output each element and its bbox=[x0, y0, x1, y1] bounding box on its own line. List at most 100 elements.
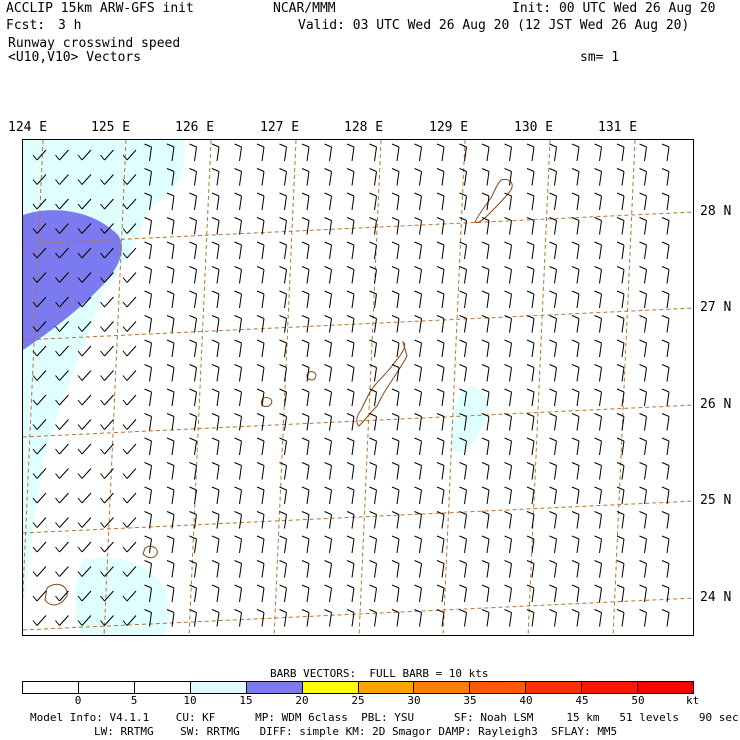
wind-barbs bbox=[32, 143, 670, 627]
lon-label: 124 E bbox=[8, 120, 48, 135]
wind-barb bbox=[77, 272, 92, 283]
wind-barb bbox=[526, 339, 535, 358]
wind-barb bbox=[256, 413, 265, 431]
wind-barb bbox=[100, 541, 114, 553]
wind-barb bbox=[369, 388, 377, 407]
wind-barb bbox=[211, 168, 220, 186]
wind-barb bbox=[594, 192, 602, 211]
wind-barb bbox=[122, 443, 137, 455]
wind-barb bbox=[481, 315, 490, 333]
wind-barb bbox=[32, 566, 47, 577]
wind-barb bbox=[571, 241, 580, 260]
wind-barb bbox=[391, 315, 400, 333]
light-cyan-region-south bbox=[75, 557, 170, 635]
wind-barb bbox=[144, 217, 152, 235]
wind-barb bbox=[436, 339, 445, 358]
wind-barb bbox=[504, 339, 512, 358]
wind-barb bbox=[459, 535, 467, 554]
wind-barb bbox=[166, 168, 175, 186]
wind-barb bbox=[122, 345, 137, 357]
colorbar bbox=[22, 681, 694, 694]
wind-barb bbox=[391, 413, 400, 431]
field-name: Runway crosswind speed bbox=[8, 36, 181, 51]
wind-barb bbox=[414, 486, 422, 505]
colorbar-tick-label: 20 bbox=[295, 694, 309, 707]
wind-barb bbox=[436, 315, 445, 333]
wind-barb bbox=[32, 321, 47, 332]
wind-barb bbox=[391, 584, 400, 603]
wind-barb bbox=[144, 364, 152, 382]
wind-barb bbox=[459, 511, 467, 529]
wind-barb bbox=[55, 541, 69, 553]
wind-barb bbox=[346, 511, 355, 529]
wind-barb bbox=[481, 168, 490, 186]
wind-barb bbox=[55, 590, 69, 602]
wind-barb bbox=[324, 560, 332, 578]
wind-barb bbox=[481, 388, 490, 407]
lon-label: 129 E bbox=[429, 120, 469, 135]
wind-barb bbox=[436, 364, 445, 382]
wind-barb bbox=[369, 486, 377, 505]
wind-barb bbox=[166, 560, 175, 578]
wind-barb bbox=[211, 241, 220, 260]
wind-barb bbox=[504, 217, 512, 235]
wind-barb bbox=[144, 560, 152, 578]
wind-barb bbox=[504, 535, 512, 554]
wind-barb bbox=[189, 290, 197, 309]
wind-barb bbox=[100, 419, 114, 430]
wind-barb bbox=[369, 290, 377, 309]
wind-barb bbox=[32, 443, 47, 455]
wind-barb bbox=[166, 584, 175, 603]
wind-barb bbox=[100, 566, 114, 577]
wind-barb bbox=[571, 511, 580, 529]
wind-barb bbox=[189, 364, 197, 382]
wind-barb bbox=[55, 370, 69, 381]
wind-barb bbox=[211, 266, 220, 284]
wind-barb bbox=[211, 217, 220, 235]
wind-barb bbox=[549, 486, 557, 505]
wind-barb bbox=[256, 560, 265, 578]
wind-barb bbox=[166, 437, 175, 456]
wind-barb bbox=[100, 321, 114, 332]
wind-barb bbox=[122, 272, 137, 283]
wind-barb bbox=[571, 315, 580, 333]
wind-barb bbox=[369, 364, 377, 382]
wind-barb bbox=[122, 149, 137, 161]
wind-barb bbox=[459, 217, 467, 235]
wind-barb bbox=[77, 615, 92, 626]
wind-barb bbox=[144, 315, 152, 333]
wind-barb bbox=[256, 462, 265, 480]
wind-barb bbox=[549, 388, 557, 407]
wind-barb bbox=[166, 241, 175, 260]
light-cyan-region-east bbox=[451, 386, 488, 453]
wind-barb bbox=[77, 468, 92, 479]
wind-barb bbox=[459, 437, 467, 456]
wind-barb bbox=[279, 462, 287, 480]
wind-barb bbox=[526, 364, 535, 382]
wind-barb bbox=[571, 486, 580, 505]
colorbar-segment bbox=[582, 682, 639, 693]
wind-barb bbox=[77, 296, 92, 308]
wind-barb bbox=[234, 413, 242, 431]
wind-barb bbox=[504, 266, 512, 284]
wind-barb bbox=[481, 462, 490, 480]
forecast-value: 3 h bbox=[58, 18, 82, 33]
wind-barb bbox=[391, 388, 400, 407]
wind-barb bbox=[324, 437, 332, 456]
wind-barb bbox=[166, 143, 175, 162]
wind-barb bbox=[256, 290, 265, 309]
wind-barb bbox=[391, 217, 400, 235]
wind-barb bbox=[256, 609, 265, 627]
meridian-line bbox=[103, 140, 127, 635]
speed-shading bbox=[23, 140, 488, 635]
wind-barb bbox=[346, 364, 355, 382]
island-okinawa bbox=[356, 340, 408, 427]
wind-barb bbox=[324, 217, 332, 235]
wind-barb bbox=[414, 511, 422, 529]
wind-barb bbox=[256, 315, 265, 333]
lon-label: 131 E bbox=[598, 120, 638, 135]
wind-barb bbox=[55, 615, 69, 626]
wind-barb bbox=[234, 486, 242, 505]
wind-barb bbox=[526, 535, 535, 554]
wind-barb bbox=[234, 266, 242, 284]
